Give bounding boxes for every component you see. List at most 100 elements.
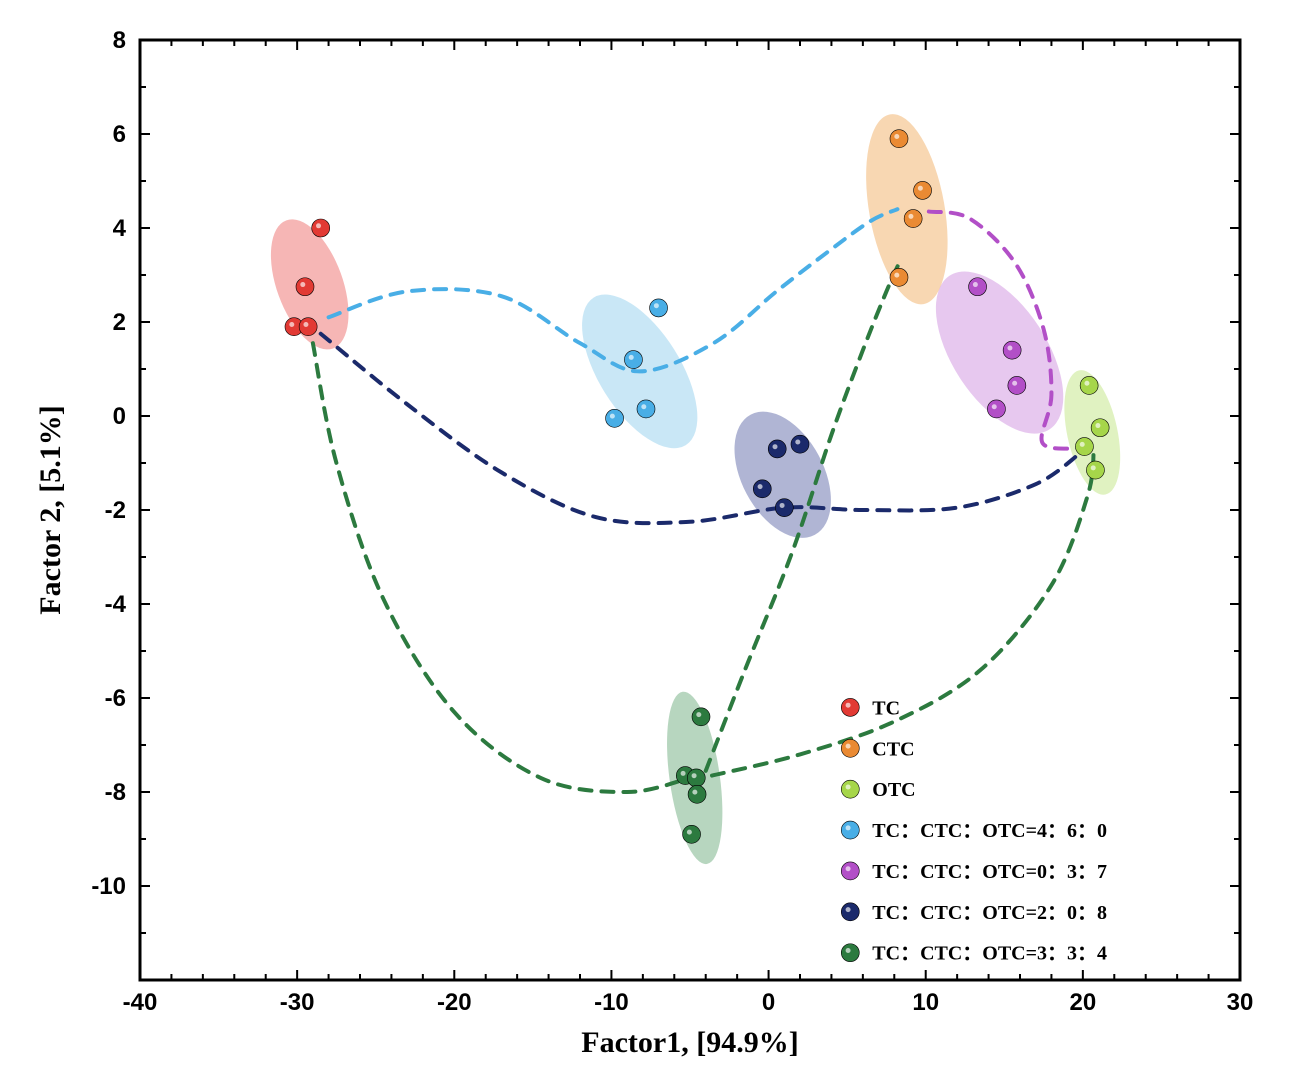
data-point [650, 299, 668, 317]
legend-item: TC：CTC：OTC=4：6：0 [841, 820, 1107, 842]
data-point-highlight [894, 273, 899, 278]
data-point [1008, 376, 1026, 394]
data-point-highlight [992, 404, 997, 409]
x-tick-label: -10 [594, 989, 629, 1016]
data-point [312, 219, 330, 237]
data-point [890, 130, 908, 148]
x-tick-label: -40 [123, 989, 158, 1016]
data-point-highlight [1012, 381, 1017, 386]
data-point-highlight [692, 790, 697, 795]
legend-label: TC：CTC：OTC=4：6：0 [872, 820, 1107, 842]
x-tick-label: -20 [437, 989, 472, 1016]
data-point [914, 181, 932, 199]
x-tick-label: 30 [1227, 989, 1254, 1016]
legend-label: TC：CTC：OTC=3：3：4 [872, 943, 1107, 965]
data-point-highlight [918, 186, 923, 191]
data-point-highlight [641, 404, 646, 409]
data-point-highlight [1095, 423, 1100, 428]
data-point [768, 440, 786, 458]
data-point-highlight [758, 484, 763, 489]
y-tick-label: -6 [105, 685, 126, 712]
data-point-highlight [846, 703, 851, 708]
y-tick-label: -4 [105, 591, 127, 618]
data-point-highlight [773, 444, 778, 449]
data-point [1075, 438, 1093, 456]
legend-item: TC：CTC：OTC=0：3：7 [841, 861, 1107, 883]
legend-item: TC：CTC：OTC=3：3：4 [841, 943, 1107, 965]
data-point-highlight [289, 322, 294, 327]
y-tick-label: 0 [113, 403, 126, 430]
y-axis-label: Factor 2, [5.1%] [34, 405, 67, 614]
data-point-highlight [629, 355, 634, 360]
data-point [683, 825, 701, 843]
data-point-highlight [846, 948, 851, 953]
legend-label: TC：CTC：OTC=2：0：8 [872, 902, 1107, 924]
data-point [296, 278, 314, 296]
data-point-highlight [1084, 381, 1089, 386]
data-point [791, 435, 809, 453]
data-point [753, 480, 771, 498]
data-point [687, 769, 705, 787]
data-point-highlight [846, 825, 851, 830]
data-point [841, 780, 859, 798]
data-point-highlight [681, 771, 686, 776]
data-point [904, 210, 922, 228]
legend-item: TC：CTC：OTC=2：0：8 [841, 902, 1107, 924]
data-point [692, 708, 710, 726]
data-point-highlight [780, 503, 785, 508]
data-point-highlight [1091, 465, 1096, 470]
data-point [841, 821, 859, 839]
data-point [969, 278, 987, 296]
legend-item: OTC [841, 779, 915, 801]
data-point-highlight [795, 440, 800, 445]
data-point [1091, 419, 1109, 437]
legend-label: TC：CTC：OTC=0：3：7 [872, 861, 1107, 883]
data-point-highlight [316, 223, 321, 228]
chart-svg: -40-30-20-100102030-10-8-6-4-202468Facto… [0, 0, 1296, 1076]
data-point-highlight [692, 773, 697, 778]
x-axis-label: Factor1, [94.9%] [581, 1026, 798, 1059]
y-tick-label: 4 [113, 215, 127, 242]
legend-label: CTC [872, 738, 914, 760]
data-point-highlight [610, 414, 615, 419]
data-point-highlight [300, 282, 305, 287]
data-point-highlight [696, 712, 701, 717]
data-point [890, 268, 908, 286]
data-point-highlight [846, 907, 851, 912]
data-point [775, 499, 793, 517]
legend-label: TC [872, 697, 900, 719]
data-point [841, 903, 859, 921]
data-point [624, 351, 642, 369]
data-point-highlight [654, 303, 659, 308]
data-point [841, 698, 859, 716]
data-point-highlight [687, 830, 692, 835]
data-point-highlight [1007, 346, 1012, 351]
data-point-highlight [894, 134, 899, 139]
data-point-highlight [973, 282, 978, 287]
y-tick-label: -10 [91, 873, 126, 900]
data-point [987, 400, 1005, 418]
data-point [841, 739, 859, 757]
data-point [1080, 376, 1098, 394]
x-tick-label: 0 [762, 989, 775, 1016]
scatter-chart: -40-30-20-100102030-10-8-6-4-202468Facto… [0, 0, 1296, 1076]
data-point [1086, 461, 1104, 479]
data-point [1003, 341, 1021, 359]
data-point-highlight [303, 322, 308, 327]
y-tick-label: -2 [105, 497, 126, 524]
data-point [299, 318, 317, 336]
y-tick-label: 6 [113, 121, 126, 148]
data-point [606, 409, 624, 427]
x-tick-label: -30 [280, 989, 315, 1016]
data-point [841, 944, 859, 962]
data-point [688, 785, 706, 803]
data-point-highlight [846, 784, 851, 789]
legend-item: CTC [841, 738, 914, 760]
data-point-highlight [908, 214, 913, 219]
data-point [841, 862, 859, 880]
y-tick-label: 8 [113, 27, 126, 54]
legend-label: OTC [872, 779, 915, 801]
y-tick-label: 2 [113, 309, 126, 336]
data-point [637, 400, 655, 418]
data-point-highlight [846, 744, 851, 749]
